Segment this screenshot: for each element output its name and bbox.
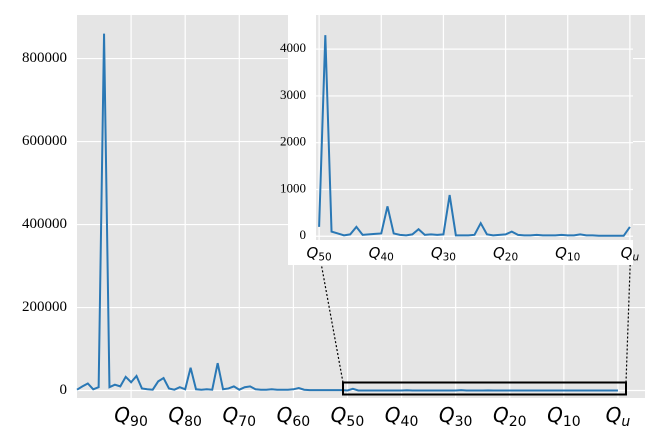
y-tick-label: 1000 [280, 180, 306, 195]
x-tick-label: Q50 [331, 403, 365, 431]
x-tick-label: Q60 [277, 403, 311, 431]
x-tick-label: Q30 [439, 403, 473, 431]
data-line [318, 35, 631, 237]
y-tick-label: 600000 [22, 133, 67, 149]
y-tick-label: 3000 [280, 87, 306, 102]
y-tick-label: 200000 [22, 299, 67, 315]
x-tick-label: Q40 [369, 244, 394, 264]
y-tick-label: 0 [300, 227, 307, 242]
x-tick-label: Qu [606, 403, 631, 431]
data-line [76, 33, 618, 392]
y-tick-label: 4000 [280, 40, 306, 55]
x-tick-label: Q40 [385, 403, 419, 431]
x-tick-label: Q70 [222, 403, 256, 431]
y-tick-label: 800000 [22, 50, 67, 66]
inset-plot: 0 1000 2000 3000 4000 Q50 Q40 Q30 Q20 Q10 Qu [280, 15, 639, 265]
x-tick-label: Q80 [168, 403, 202, 431]
x-tick-label: Q20 [493, 403, 527, 431]
x-tick-label: Q20 [493, 244, 518, 264]
zoom-box [342, 381, 627, 396]
x-tick-label: Q50 [307, 244, 332, 264]
x-tick-label: Q10 [547, 403, 581, 431]
y-tick-label: 2000 [280, 134, 306, 149]
x-tick-label: Q90 [114, 403, 148, 431]
y-tick-label: 0 [60, 382, 68, 398]
x-tick-label: Qu [621, 244, 640, 264]
x-tick-label: Q10 [555, 244, 580, 264]
plot-background [316, 15, 633, 240]
x-tick-label: Q30 [431, 244, 456, 264]
y-tick-label: 400000 [22, 216, 67, 232]
